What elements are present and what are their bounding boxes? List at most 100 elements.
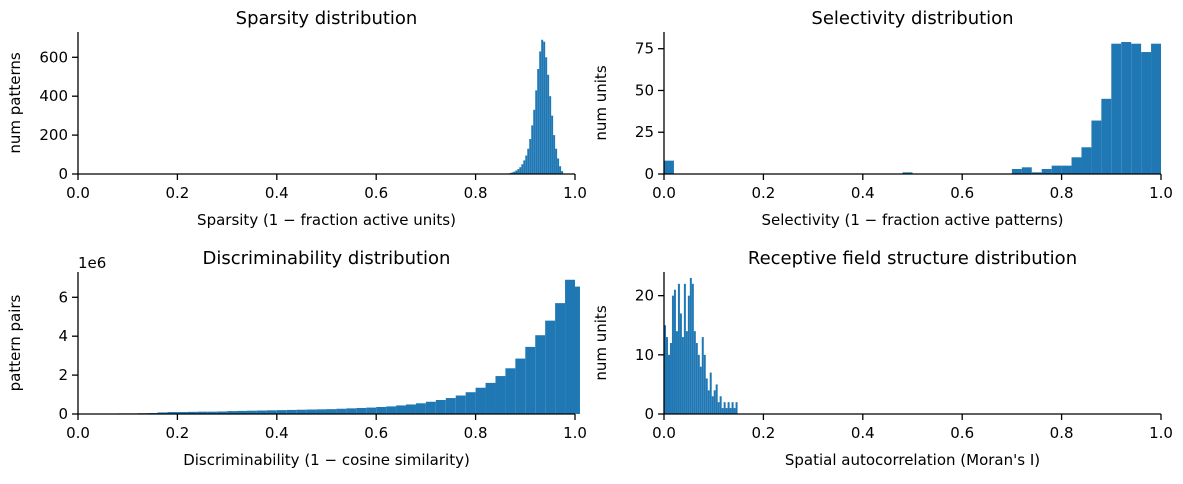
discriminability-bars	[107, 279, 580, 414]
selectivity-xtick-label-4: 0.8	[1050, 184, 1074, 202]
selectivity-bar-4	[1031, 172, 1042, 174]
selectivity-bars	[664, 42, 1161, 174]
receptive-field-ytick-label-0: 0	[644, 405, 654, 423]
receptive-field-bar-7	[677, 283, 680, 414]
discriminability-bar-42	[525, 346, 536, 414]
discriminability-bar-6	[167, 412, 178, 414]
selectivity-bar-16	[1151, 43, 1161, 174]
receptive-field-xtick-label-1: 0.2	[751, 424, 775, 442]
receptive-field-bar-27	[717, 402, 720, 414]
receptive-field-bar-6	[675, 331, 678, 414]
receptive-field-bar-21	[705, 378, 708, 414]
discriminability-bar-10	[207, 411, 218, 414]
selectivity-xlabel: Selectivity (1 − fraction active pattern…	[761, 211, 1063, 229]
sparsity-bar-14	[537, 68, 540, 174]
receptive-field-bar-19	[701, 337, 704, 414]
discriminability-bar-45	[555, 303, 566, 414]
discriminability-ytick-label-2: 4	[58, 327, 68, 345]
receptive-field-ytick-label-2: 20	[635, 287, 654, 305]
receptive-field-bar-31	[725, 408, 728, 414]
receptive-field-bar-29	[721, 408, 724, 414]
sparsity-title: Sparsity distribution	[236, 8, 418, 29]
sparsity-bar-23	[555, 148, 558, 174]
discriminability-title: Discriminability distribution	[203, 248, 451, 269]
discriminability-xtick-label-0: 0.0	[66, 424, 90, 442]
discriminability-panel: 0.0 0.2 0.4 0.6 0.8 1.0 0 2 4 6 Discriminability d…	[6, 248, 587, 469]
discriminability-bar-8	[187, 411, 198, 414]
selectivity-bar-1	[902, 172, 913, 174]
receptive-field-bar-23	[709, 372, 712, 414]
selectivity-bar-3	[1021, 167, 1032, 174]
receptive-field-bar-2	[667, 354, 670, 414]
discriminability-bar-19	[296, 409, 307, 414]
sparsity-bar-17	[543, 41, 546, 175]
selectivity-xtick-label-1: 0.2	[751, 184, 775, 202]
sparsity-bar-2	[513, 171, 516, 174]
receptive-field-title: Receptive field structure distribution	[748, 248, 1077, 269]
receptive-field-bar-16	[695, 343, 698, 414]
selectivity-xtick-label-5: 1.0	[1149, 184, 1173, 202]
discriminability-bar-39	[495, 376, 506, 414]
receptive-field-bar-8	[679, 313, 682, 414]
receptive-field-ytick-label-1: 10	[635, 346, 654, 364]
selectivity-xtick-label-2: 0.4	[851, 184, 875, 202]
sparsity-bar-9	[527, 148, 530, 174]
receptive-field-xtick-label-5: 1.0	[1149, 424, 1173, 442]
discriminability-bar-11	[217, 411, 228, 414]
sparsity-bar-1	[511, 172, 514, 174]
receptive-field-bar-35	[733, 408, 736, 414]
selectivity-bar-11	[1101, 98, 1112, 174]
receptive-field-bar-18	[699, 366, 702, 414]
discriminability-xtick-label-2: 0.4	[265, 424, 289, 442]
sparsity-bar-15	[539, 51, 542, 175]
selectivity-panel: 0.0 0.2 0.4 0.6 0.8 1.0 0 25 50 75 Selectivity dis…	[592, 8, 1173, 229]
discriminability-bar-15	[256, 410, 267, 414]
receptive-field-bar-30	[723, 402, 726, 414]
selectivity-xtick-label-0: 0.0	[652, 184, 676, 202]
selectivity-bar-9	[1081, 147, 1092, 174]
receptive-field-xtick-label-2: 0.4	[851, 424, 875, 442]
selectivity-bar-12	[1111, 43, 1122, 174]
receptive-field-bar-17	[697, 354, 700, 414]
selectivity-bar-10	[1091, 120, 1102, 174]
selectivity-title: Selectivity distribution	[811, 8, 1013, 29]
discriminability-bar-17	[276, 410, 287, 414]
sparsity-bar-7	[523, 160, 526, 174]
discriminability-xlabel: Discriminability (1 − cosine similarity)	[183, 451, 470, 469]
discriminability-bar-23	[336, 408, 347, 414]
sparsity-bar-19	[547, 74, 550, 174]
sparsity-bar-4	[517, 169, 520, 174]
selectivity-bar-0	[664, 160, 674, 174]
discriminability-bar-18	[286, 409, 297, 414]
receptive-field-bar-36	[735, 402, 738, 414]
receptive-field-xtick-label-3: 0.6	[950, 424, 974, 442]
sparsity-ylabel: num patterns	[6, 52, 24, 154]
sparsity-bar-16	[541, 39, 544, 174]
receptive-field-bar-13	[689, 277, 692, 414]
sparsity-bar-22	[553, 135, 556, 174]
selectivity-bar-8	[1071, 157, 1082, 174]
receptive-field-bar-12	[687, 295, 690, 414]
selectivity-bar-6	[1051, 165, 1062, 174]
receptive-field-bar-28	[719, 396, 722, 414]
sparsity-ytick-label-1: 200	[39, 126, 68, 144]
sparsity-bar-25	[559, 166, 562, 174]
receptive-field-xtick-label-0: 0.0	[652, 424, 676, 442]
discriminability-xtick-label-4: 0.8	[464, 424, 488, 442]
sparsity-bar-11	[531, 125, 534, 174]
sparsity-bar-12	[533, 109, 536, 174]
sparsity-xtick-label-1: 0.2	[165, 184, 189, 202]
sparsity-xtick-label-2: 0.4	[265, 184, 289, 202]
receptive-field-bar-5	[673, 289, 676, 414]
sparsity-bar-5	[519, 167, 522, 174]
discriminability-bar-32	[425, 401, 436, 414]
sparsity-ytick-label-0: 0	[58, 165, 68, 183]
sparsity-ytick-label-3: 600	[39, 48, 68, 66]
selectivity-xtick-label-3: 0.6	[950, 184, 974, 202]
discriminability-bar-35	[455, 395, 466, 414]
receptive-field-bar-32	[727, 402, 730, 414]
receptive-field-bar-4	[671, 295, 674, 414]
discriminability-ytick-label-0: 0	[58, 405, 68, 423]
receptive-field-bar-14	[691, 283, 694, 414]
